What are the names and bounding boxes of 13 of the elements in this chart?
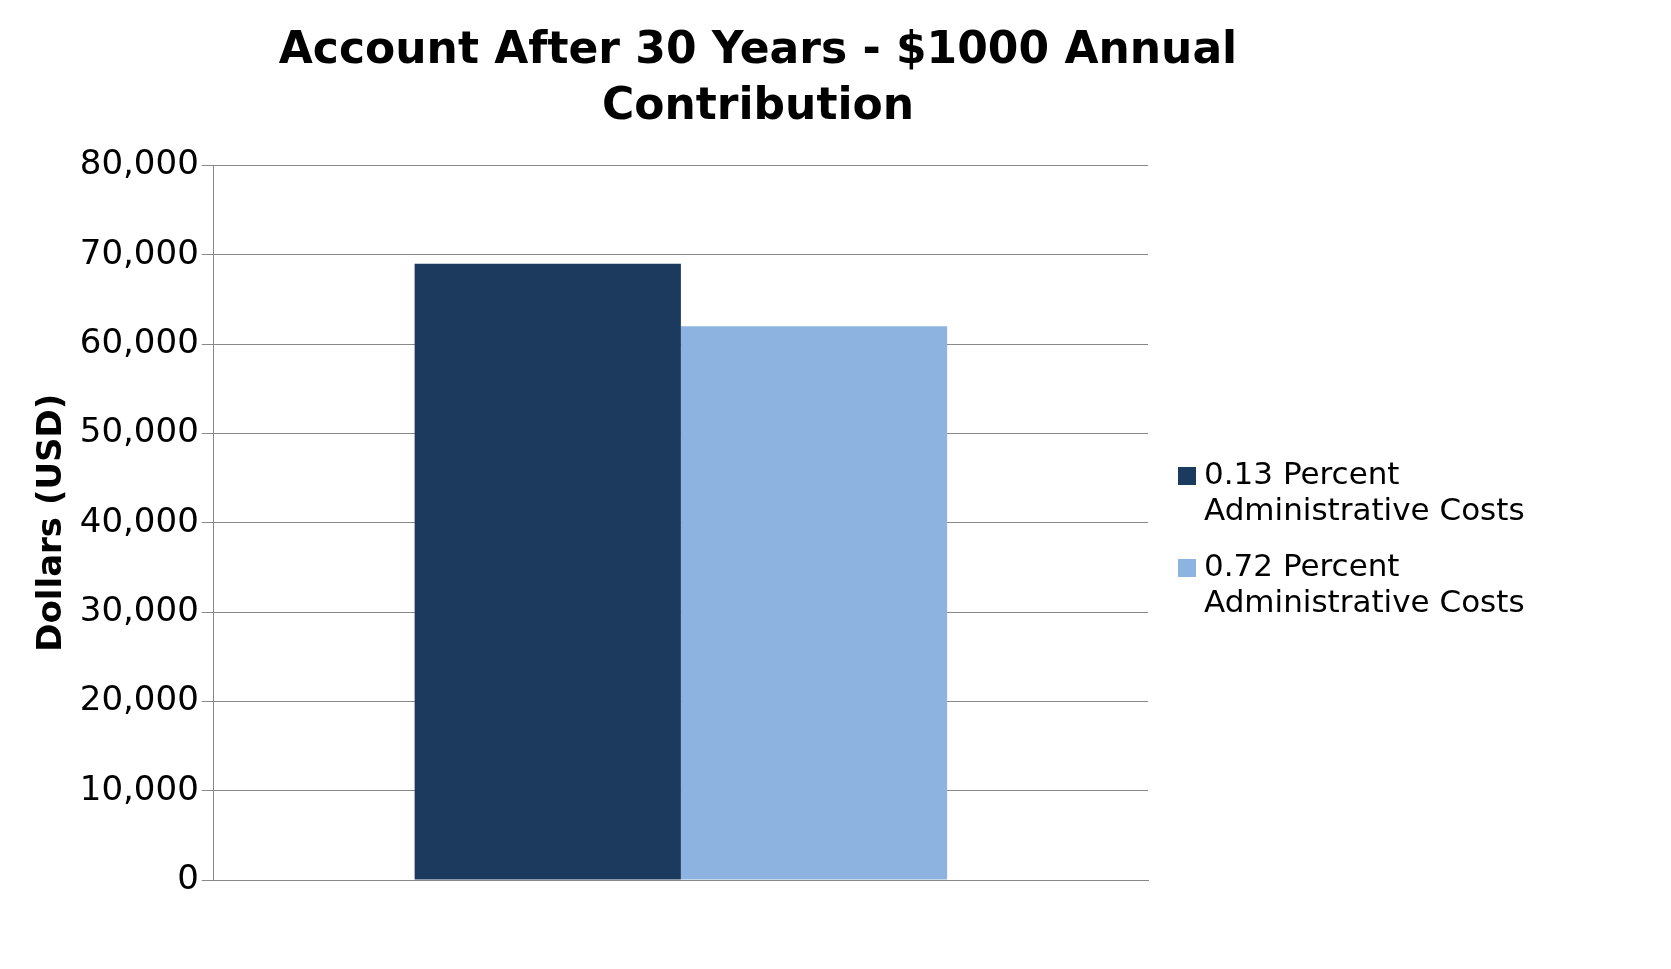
legend-label: 0.72 Percent Administrative Costs — [1204, 547, 1526, 619]
y-tick-label: 70,000 — [79, 231, 199, 272]
chart-title: Account After 30 Years - $1000 Annual Contribution — [277, 21, 1239, 131]
y-tick-label: 20,000 — [79, 678, 199, 719]
y-tick-label: 10,000 — [79, 767, 199, 808]
y-tick-label: 0 — [177, 856, 199, 897]
y-tick-label: 60,000 — [79, 320, 199, 361]
y-tick-label: 30,000 — [79, 588, 199, 629]
y-tick-label: 80,000 — [79, 142, 199, 183]
y-axis-title: Dollars (USD) — [29, 393, 70, 652]
y-tick-label: 50,000 — [79, 410, 199, 451]
y-tick-label: 40,000 — [79, 499, 199, 540]
legend-label: 0.13 Percent Administrative Costs — [1204, 455, 1526, 527]
